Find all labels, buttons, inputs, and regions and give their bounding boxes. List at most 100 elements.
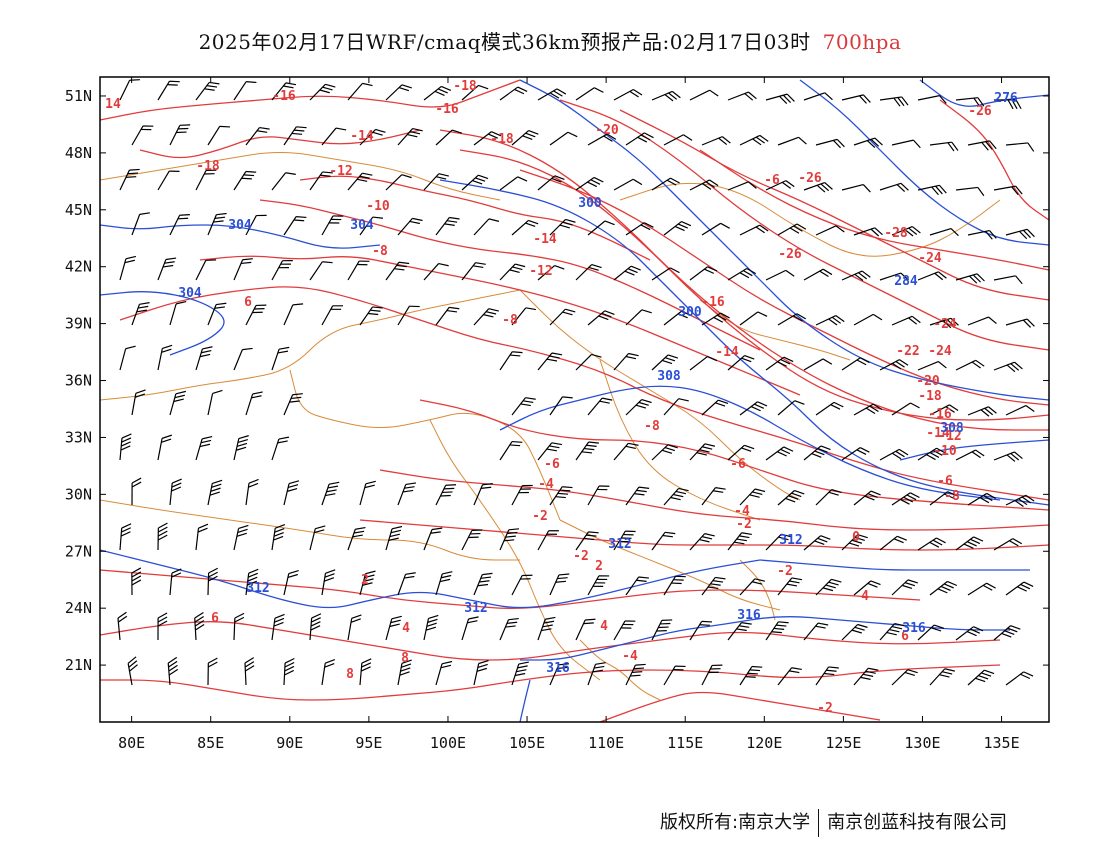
- wind-barb: [423, 262, 449, 281]
- wind-barb: [271, 436, 290, 461]
- wind-barb: [309, 525, 326, 551]
- wind-barb: [955, 626, 984, 641]
- border-line: [739, 559, 776, 621]
- temperature-contour: [939, 99, 1050, 221]
- wind-barb: [815, 401, 844, 416]
- wind-barb: [321, 305, 344, 326]
- wind-barb: [853, 313, 883, 326]
- wind-barb: [511, 219, 539, 236]
- wind-barb: [727, 91, 757, 101]
- lon-label: 135E: [983, 734, 1019, 752]
- wind-barb: [321, 215, 344, 236]
- wind-barb: [575, 87, 604, 101]
- border-line: [559, 519, 781, 611]
- wind-barb: [473, 218, 500, 236]
- wind-barb: [169, 478, 182, 506]
- wind-barb: [625, 486, 650, 506]
- wind-barb: [777, 313, 807, 326]
- height-label: 312: [464, 601, 487, 616]
- height-label: 284: [894, 274, 918, 289]
- wind-barb: [157, 257, 177, 281]
- wind-barb: [917, 95, 947, 104]
- wind-barb: [701, 222, 730, 236]
- title-level: 700hpa: [822, 30, 902, 54]
- temperature-label: -26: [968, 104, 992, 119]
- lon-label: 85E: [197, 734, 224, 752]
- temperature-label: -14: [533, 232, 557, 247]
- lat-label: 27N: [65, 542, 92, 560]
- wind-barb: [575, 176, 604, 191]
- wind-barb: [891, 492, 920, 506]
- wind-barb: [195, 81, 220, 101]
- wind-barb: [765, 446, 794, 461]
- wind-barb: [321, 569, 336, 596]
- wind-barb: [169, 390, 187, 416]
- wind-barb: [917, 624, 945, 641]
- temperature-label: 6: [244, 295, 252, 310]
- temperature-label: -4: [734, 504, 750, 519]
- temperature-label: -24: [933, 317, 957, 332]
- wind-barb: [929, 141, 959, 152]
- lat-label: 30N: [65, 485, 92, 503]
- height-contour: [899, 439, 1050, 461]
- lon-label: 100E: [430, 734, 466, 752]
- company-name: 南京创蓝科技有限公司: [827, 812, 1008, 833]
- wind-barb: [385, 261, 410, 281]
- wind-barb: [435, 216, 460, 236]
- wind-barb: [815, 578, 842, 596]
- wind-barb: [917, 447, 946, 461]
- wind-barb: [233, 258, 253, 281]
- wind-barb: [245, 126, 270, 146]
- temperature-contour: [459, 149, 1050, 421]
- wind-barb: [435, 306, 460, 326]
- wind-barb: [195, 523, 209, 551]
- wind-barb: [841, 357, 870, 371]
- wind-barb: [347, 614, 362, 641]
- wind-barb: [587, 662, 606, 686]
- temperature-label: -26: [778, 247, 802, 262]
- wind-barb: [663, 221, 692, 236]
- wind-barb: [461, 529, 483, 551]
- wind-barb: [233, 81, 257, 101]
- wind-barb: [359, 570, 376, 596]
- wind-barb: [157, 434, 173, 461]
- wind-barb: [879, 448, 909, 461]
- wind-barb: [739, 665, 763, 686]
- wind-barb: [929, 227, 959, 237]
- wind-barb: [245, 478, 259, 506]
- temperature-label: -12: [329, 164, 352, 179]
- wind-barb: [967, 669, 995, 686]
- wind-barb: [271, 524, 286, 551]
- wind-barb: [207, 389, 223, 416]
- wind-barb: [689, 89, 719, 101]
- wind-barb: [359, 128, 386, 146]
- wind-barb: [207, 302, 227, 326]
- wind-barb: [233, 170, 257, 191]
- wind-barb: [131, 567, 142, 596]
- wind-barb: [651, 531, 676, 551]
- wind-barb: [549, 663, 570, 686]
- lon-label: 80E: [118, 734, 145, 752]
- wind-barb: [397, 572, 416, 596]
- wind-barb: [955, 359, 985, 371]
- wind-barb: [537, 442, 562, 461]
- wind-barb: [777, 136, 807, 146]
- wind-barb: [955, 536, 984, 551]
- wind-barb: [473, 308, 499, 326]
- wind-barb: [537, 175, 565, 191]
- wind-barb: [663, 665, 686, 686]
- wind-barb: [385, 174, 412, 191]
- wind-barb: [397, 305, 420, 326]
- temperature-contour: [119, 286, 1050, 501]
- wind-barb: [841, 534, 868, 551]
- border-line: [99, 289, 521, 401]
- wind-barb: [1005, 142, 1035, 152]
- lat-label: 21N: [65, 656, 92, 674]
- wind-barb: [613, 178, 643, 191]
- temperature-contour: [99, 621, 1001, 661]
- wind-barb: [359, 658, 372, 686]
- wind-barb: [271, 82, 297, 101]
- temperature-label: -8: [944, 489, 960, 504]
- temperature-contour: [99, 79, 521, 121]
- wind-barb: [739, 224, 769, 236]
